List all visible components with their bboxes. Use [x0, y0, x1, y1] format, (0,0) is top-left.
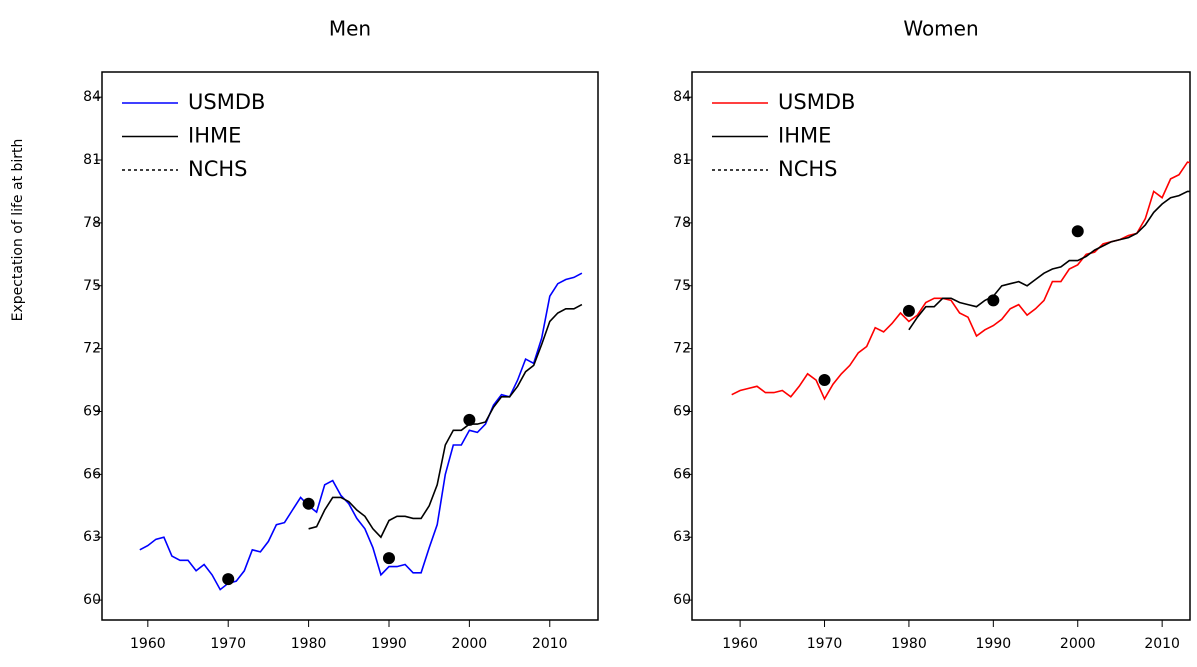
y-tick-label: 69	[673, 403, 691, 419]
y-tick-label: 60	[673, 592, 691, 608]
x-tick-label: 1990	[371, 636, 407, 652]
y-tick-label: 84	[83, 89, 101, 105]
x-tick-label: 1970	[807, 636, 843, 652]
series-line	[139, 272, 583, 591]
chart-title: Women	[903, 17, 978, 41]
data-point	[1071, 225, 1084, 238]
data-point	[818, 374, 831, 387]
y-tick-label: 63	[83, 529, 101, 545]
data-point	[987, 294, 1000, 307]
y-axis-label: Expectation of life at birth	[10, 139, 26, 322]
data-point	[302, 497, 315, 510]
series-line	[308, 303, 583, 539]
y-tick-label: 78	[83, 215, 101, 231]
y-tick-label: 69	[83, 403, 101, 419]
legend-label: IHME	[778, 124, 831, 148]
legend-label: NCHS	[778, 157, 838, 181]
series-line	[731, 161, 1190, 401]
x-tick-label: 1960	[130, 636, 166, 652]
panel: Men Expectation of life at birth 60 63 66 69 7…	[10, 17, 599, 652]
y-tick-label: 81	[83, 152, 101, 168]
x-tick-label: 1990	[976, 636, 1012, 652]
legend-label: IHME	[188, 124, 241, 148]
plot-area	[139, 272, 583, 591]
x-tick-label: 2000	[452, 636, 488, 652]
x-tick-label: 2010	[532, 636, 568, 652]
chart-title: Men	[329, 17, 371, 41]
y-tick-label: 84	[673, 89, 691, 105]
plot-frame	[101, 71, 599, 621]
x-tick-label: 1980	[291, 636, 327, 652]
data-point	[382, 552, 395, 565]
panel: Women 60 63 66 69 72 75 78 81 84 1960 1970 1980 1990 2…	[673, 17, 1191, 652]
x-tick-label: 2010	[1144, 636, 1180, 652]
y-tick-label: 75	[83, 278, 101, 294]
x-tick-label: 1970	[210, 636, 246, 652]
data-point	[463, 413, 476, 426]
y-tick-label: 75	[673, 278, 691, 294]
legend-label: USMDB	[188, 90, 265, 114]
data-point	[222, 573, 235, 586]
x-tick-label: 1960	[722, 636, 758, 652]
x-tick-label: 2000	[1060, 636, 1096, 652]
plot-area	[731, 161, 1190, 401]
plot-frame	[691, 71, 1191, 621]
y-tick-label: 63	[673, 529, 691, 545]
legend-label: USMDB	[778, 90, 855, 114]
y-tick-label: 78	[673, 215, 691, 231]
y-tick-label: 66	[83, 466, 101, 482]
y-tick-label: 72	[673, 341, 691, 357]
series-line	[908, 190, 1190, 331]
y-tick-label: 72	[83, 341, 101, 357]
x-tick-label: 1980	[891, 636, 927, 652]
data-point	[902, 304, 915, 317]
y-tick-label: 66	[673, 466, 691, 482]
y-tick-label: 60	[83, 592, 101, 608]
y-tick-label: 81	[673, 152, 691, 168]
legend-label: NCHS	[188, 157, 248, 181]
